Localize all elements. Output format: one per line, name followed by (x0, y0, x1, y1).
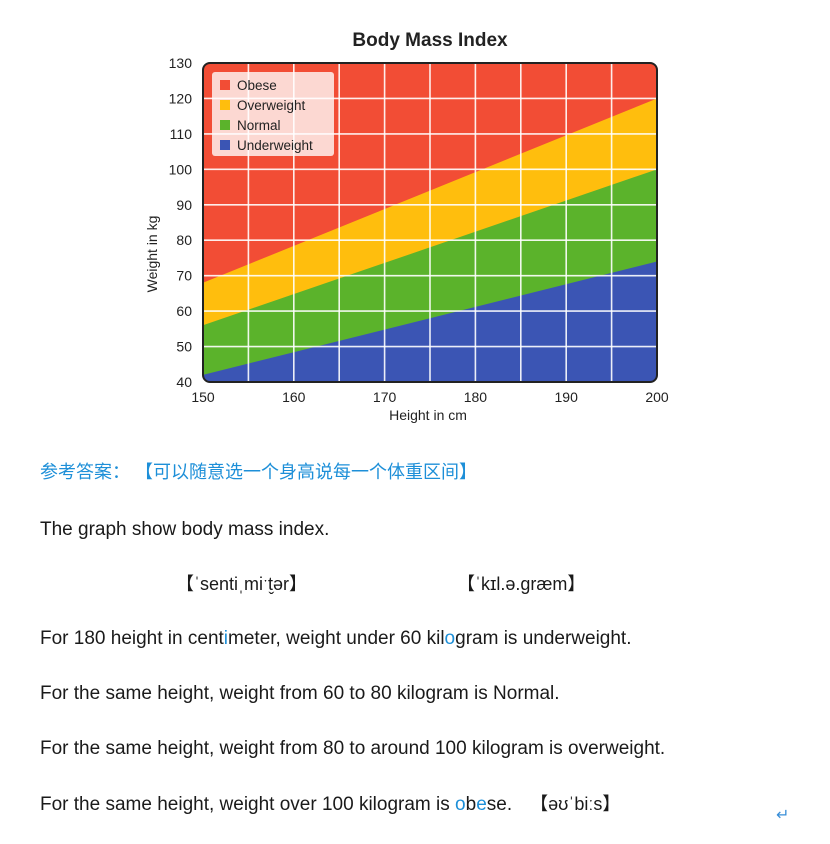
bmi-chart-svg: Body Mass Index 150 160 170 180 190 200 40 50 6… (144, 30, 669, 423)
legend-label: Normal (237, 118, 281, 133)
y-axis-label: Weight in kg (144, 216, 160, 293)
legend-box (212, 72, 334, 156)
text-run: b (465, 794, 477, 815)
plot-border (202, 62, 658, 383)
legend-label: Underweight (237, 138, 313, 153)
legend-swatch (220, 100, 230, 110)
text-run: gram is underweight. (455, 628, 632, 649)
legend-swatch (220, 80, 230, 90)
x-tick-label: 160 (282, 389, 306, 405)
text-run: For 180 height in cent (40, 628, 224, 649)
text-run: se. (486, 794, 513, 815)
phonetic-centimeter: 【ˈsentiˌmiˑt̬ər】 (176, 574, 308, 594)
paragraph-return-icon: ↵ (776, 807, 790, 824)
y-tick-label: 40 (176, 374, 192, 390)
x-axis-label: Height in cm (389, 407, 467, 423)
sentence-obese: For the same height, weight over 100 kil… (40, 792, 620, 817)
plot-frame (202, 62, 658, 383)
answer-line: 参考答案： 【可以随意选一个身高说每一个体重区间】 (40, 460, 477, 485)
intro-sentence: The graph show body mass index. (40, 519, 330, 540)
text-run: For the same height, weight over 100 kil… (40, 794, 456, 815)
legend-label: Overweight (237, 98, 306, 113)
legend-label: Obese (237, 78, 277, 93)
x-tick-label: 180 (464, 389, 488, 405)
sentence-underweight: For 180 height in centimeter, weight und… (40, 627, 632, 651)
sentence-normal: For the same height, weight from 60 to 8… (40, 683, 560, 704)
legend-swatch (220, 140, 230, 150)
y-tick-labels: 40 50 60 70 80 90 100 110 120 130 (169, 55, 193, 390)
sentence-overweight: For the same height, weight from 80 to a… (40, 738, 666, 759)
highlight-letter: e (476, 794, 487, 815)
y-tick-label: 130 (169, 55, 193, 71)
x-tick-label: 150 (191, 389, 215, 405)
y-tick-label: 90 (176, 197, 192, 213)
highlight-letter: o (455, 794, 466, 815)
x-tick-label: 200 (645, 389, 669, 405)
y-tick-label: 50 (176, 339, 192, 355)
legend-swatch (220, 120, 230, 130)
text-run: meter, weight under 60 kil (228, 628, 445, 649)
x-tick-label: 170 (373, 389, 397, 405)
highlight-letter: o (444, 628, 456, 649)
chart-title: Body Mass Index (352, 30, 508, 51)
phonetic-kilogram: 【ˈkɪl.ə.græm】 (457, 574, 586, 594)
legend: Obese Overweight Normal Underweight (212, 72, 334, 156)
x-tick-label: 190 (555, 389, 579, 405)
y-tick-label: 70 (176, 268, 192, 284)
y-tick-label: 120 (169, 90, 193, 106)
y-tick-label: 80 (176, 232, 192, 248)
highlight-letter: i (223, 628, 229, 649)
answer-label: 参考答案： (40, 462, 130, 482)
y-tick-label: 60 (176, 303, 192, 319)
answer-note: 【可以随意选一个身高说每一个体重区间】 (144, 462, 477, 482)
bmi-chart: Body Mass Index 150 160 170 180 190 200 40 50 6… (140, 20, 685, 430)
y-tick-label: 100 (169, 161, 193, 177)
x-tick-labels: 150 160 170 180 190 200 (191, 389, 669, 405)
phonetic-obese: 【əʊˈbiːs】 (530, 794, 621, 814)
y-tick-label: 110 (170, 126, 193, 142)
